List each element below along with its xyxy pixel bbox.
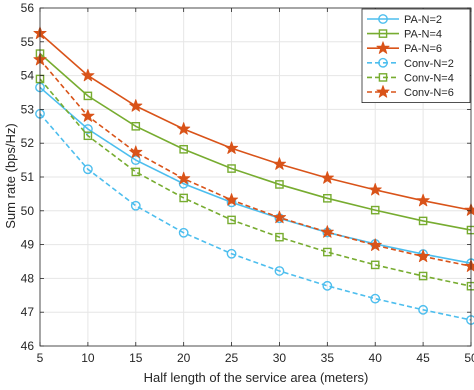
data-point [177, 171, 191, 185]
data-point [418, 216, 428, 226]
data-point [130, 155, 141, 166]
y-tick-label: 52 [21, 136, 35, 150]
data-point [272, 210, 287, 224]
data-point [83, 91, 93, 101]
series-pa-n-6 [33, 26, 474, 216]
x-axis-label: Half length of the service area (meters) [144, 370, 369, 385]
y-tick-label: 46 [21, 339, 35, 353]
series-line [39, 59, 472, 268]
series-conv-n-4 [35, 74, 474, 291]
series-line [39, 86, 472, 264]
data-point [81, 109, 95, 122]
data-point [224, 193, 239, 206]
data-point [418, 271, 428, 281]
data-point [416, 249, 430, 263]
data-point [368, 238, 382, 251]
legend-marker [376, 41, 390, 54]
data-point [131, 167, 141, 177]
legend-box [361, 8, 471, 103]
data-point [464, 203, 474, 216]
data-point [178, 227, 189, 238]
data-point [370, 205, 380, 215]
x-tick-label: 25 [225, 351, 239, 365]
legend-marker [376, 85, 390, 98]
y-tick-label: 55 [21, 35, 35, 49]
x-tick-label: 15 [129, 351, 143, 365]
y-tick-label: 48 [21, 271, 35, 285]
data-point [368, 182, 382, 196]
data-point [272, 157, 287, 170]
series-pa-n-4 [35, 49, 474, 235]
legend-marker [378, 57, 388, 68]
data-point [323, 193, 332, 203]
data-point [370, 293, 381, 304]
data-point [130, 200, 141, 211]
x-tick-label: 45 [416, 351, 430, 365]
series-line [39, 53, 472, 231]
legend-marker [378, 73, 388, 82]
data-point [274, 266, 285, 276]
data-point [275, 180, 284, 189]
y-tick-label: 53 [21, 102, 35, 116]
x-tick-label: 20 [177, 351, 191, 365]
x-tick-label: 40 [369, 351, 383, 365]
y-tick-label: 51 [21, 170, 35, 184]
series-pa-n-2 [35, 82, 474, 269]
legend-marker [378, 29, 388, 38]
data-point [227, 164, 236, 173]
legend-label: PA-N=4 [404, 29, 442, 41]
data-point [179, 193, 188, 203]
series-line [39, 113, 472, 321]
x-tick-label: 30 [273, 351, 287, 365]
data-point [320, 171, 334, 184]
series-line [39, 78, 472, 287]
y-tick-label: 50 [21, 204, 35, 218]
x-tick-label: 10 [81, 351, 95, 365]
legend-marker [378, 14, 388, 24]
data-point [416, 193, 430, 207]
data-point [323, 247, 332, 257]
legend-label: Conv-N=6 [404, 87, 454, 99]
data-point [370, 260, 380, 270]
y-axis-label: Sum rate (bps/Hz) [3, 123, 18, 228]
data-point [177, 122, 191, 135]
legend: PA-N=2 PA-N=4 PA-N=6 Conv-N=2 Conv-N=4 Conv-N… [361, 8, 471, 103]
y-tick-label: 49 [21, 238, 35, 252]
series-conv-n-6 [33, 52, 474, 272]
data-point [322, 280, 333, 291]
data-point [81, 68, 95, 82]
legend-label: Conv-N=2 [404, 58, 454, 70]
legend-label: PA-N=2 [404, 14, 442, 26]
data-point [224, 141, 239, 154]
x-tick-label: 50 [464, 351, 474, 365]
x-tick-label: 35 [321, 351, 335, 365]
legend-label: Conv-N=4 [404, 72, 454, 84]
data-point [129, 99, 143, 112]
y-tick-label: 56 [21, 1, 35, 15]
data-point [320, 225, 334, 238]
y-tick-label: 54 [21, 69, 35, 83]
data-point [226, 248, 237, 259]
data-point [83, 131, 93, 141]
data-point [129, 145, 143, 158]
y-tick-label: 47 [21, 305, 35, 319]
data-point [418, 304, 429, 315]
data-point [179, 144, 188, 154]
series-line [39, 32, 472, 211]
axes: 5 10 15 20 25 30 35 40 45 50 46 47 48 49 50 51 52 53 54 55 5… [21, 1, 474, 365]
data-point [275, 232, 284, 242]
x-tick-label: 5 [37, 351, 44, 365]
legend-label: PA-N=6 [404, 43, 442, 55]
data-point [82, 164, 93, 175]
data-point [131, 121, 141, 131]
data-point [227, 215, 236, 225]
data-point [82, 124, 93, 134]
